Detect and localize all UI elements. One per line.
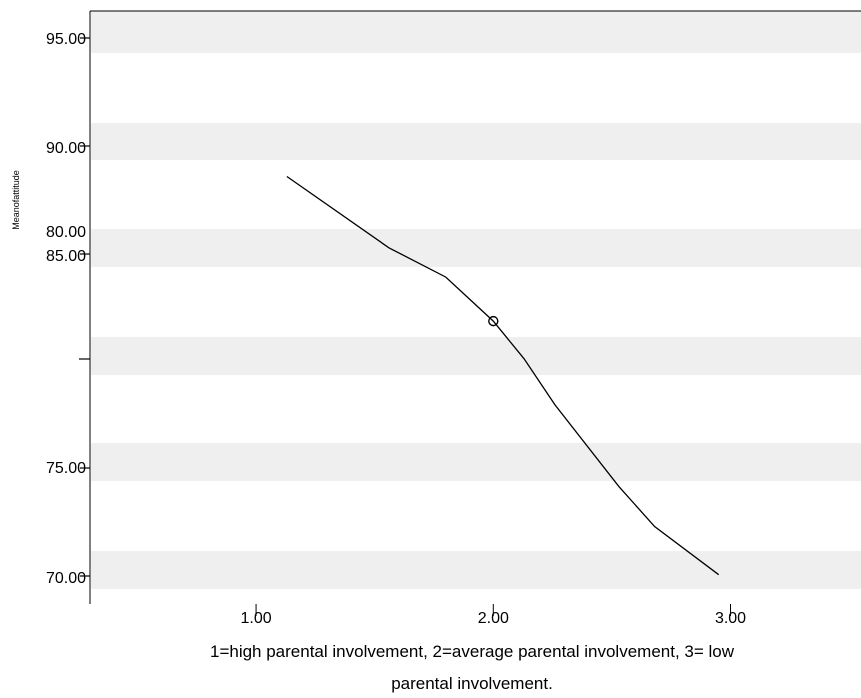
y-tick-label: 85.00	[46, 248, 86, 265]
series-group	[286, 175, 720, 576]
y-tick-label: 70.00	[46, 570, 86, 587]
x-tick-label: 3.00	[715, 610, 746, 627]
x-axis-label-line-1: 1=high parental involvement, 2=average p…	[210, 642, 735, 661]
series-line	[286, 175, 720, 576]
y-tick-label: 95.00	[46, 31, 86, 48]
grid-band	[91, 551, 861, 589]
grid-band	[91, 443, 861, 481]
x-tick-label: 2.00	[478, 610, 509, 627]
x-axis-label-line-2: parental involvement.	[391, 674, 553, 693]
grid-band	[91, 123, 861, 160]
y-axis-label: Meanofattitude	[11, 170, 21, 230]
x-axis-ticks: 1.00 2.00 3.00	[240, 604, 746, 627]
x-tick-label: 1.00	[240, 610, 271, 627]
y-tick-label: 90.00	[46, 140, 86, 157]
y-tick-label: 75.00	[46, 460, 86, 477]
grid-band	[91, 337, 861, 375]
grid-bands	[91, 11, 861, 589]
y-tick-label: 80.00	[46, 224, 86, 241]
y-axis-ticks: 95.00 90.00 80.00 85.00 75.00 70.00	[46, 31, 90, 587]
grid-band	[91, 229, 861, 267]
grid-band	[91, 11, 861, 53]
data-point-marker	[488, 315, 499, 327]
